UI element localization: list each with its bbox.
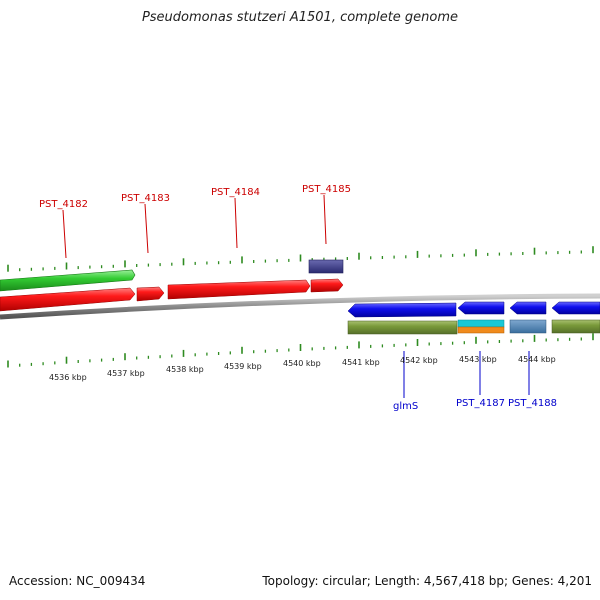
- topology-text: Topology: circular; Length: 4,567,418 bp…: [262, 574, 592, 588]
- cds-arrow-pst-4182[interactable]: [0, 287, 136, 312]
- scale-label: 4539 kbp: [224, 362, 262, 371]
- scale-label: 4538 kbp: [166, 365, 204, 374]
- cds-arrow-pst-4187[interactable]: [457, 301, 505, 315]
- gc-skew-bar: [0, 269, 136, 292]
- feature-bar-orange: [457, 326, 505, 334]
- gene-label-pst-4185[interactable]: PST_4185: [302, 184, 351, 195]
- scale-label: 4540 kbp: [283, 359, 321, 368]
- leader-line: [234, 197, 238, 249]
- reverse-cds-track: [347, 301, 600, 318]
- bottom-gene-labels: glmS PST_4187 PST_4188: [393, 351, 557, 412]
- map-title: Pseudomonas stutzeri A1501, complete gen…: [141, 10, 459, 25]
- cds-arrow-next[interactable]: [551, 301, 600, 315]
- forward-cds-track: [0, 278, 344, 312]
- scale-labels: 4536 kbp 4537 kbp 4538 kbp 4539 kbp 4540…: [49, 355, 556, 382]
- gene-label-pst-4182[interactable]: PST_4182: [39, 199, 88, 210]
- genome-backbone: [0, 293, 600, 320]
- feature-bar: [347, 320, 458, 335]
- feature-bar-steel: [509, 319, 547, 334]
- leader-line: [144, 203, 149, 254]
- feature-bar-cyan: [457, 319, 505, 328]
- accession-text: Accession: NC_009434: [9, 574, 146, 588]
- scale-label: 4543 kbp: [459, 355, 497, 364]
- cds-arrow-pst-4184[interactable]: [167, 279, 311, 300]
- scale-label: 4544 kbp: [518, 355, 556, 364]
- gene-label-pst-4183[interactable]: PST_4183: [121, 193, 170, 204]
- scale-label: 4541 kbp: [342, 358, 380, 367]
- cds-arrow-pst-4188[interactable]: [509, 301, 547, 315]
- gene-label-glms[interactable]: glmS: [393, 401, 418, 412]
- cds-arrow-pst-4183[interactable]: [136, 286, 165, 302]
- bottom-tick-marks: [7, 333, 594, 368]
- cds-arrow-glms[interactable]: [347, 302, 457, 318]
- feature-track: [347, 319, 600, 335]
- leader-line: [323, 194, 327, 245]
- gene-label-pst-4187[interactable]: PST_4187: [456, 398, 505, 409]
- scale-label: 4542 kbp: [400, 356, 438, 365]
- top-tick-marks: [7, 246, 594, 272]
- leader-line: [62, 209, 67, 259]
- top-gene-labels: PST_4182 PST_4183 PST_4184 PST_4185: [39, 184, 351, 259]
- gene-label-pst-4188[interactable]: PST_4188: [508, 398, 557, 409]
- cds-arrow-pst-4185[interactable]: [310, 278, 344, 293]
- feature-bar: [551, 319, 600, 334]
- rna-feature: [308, 259, 344, 274]
- scale-label: 4537 kbp: [107, 369, 145, 378]
- scale-label: 4536 kbp: [49, 373, 87, 382]
- gene-label-pst-4184[interactable]: PST_4184: [211, 187, 260, 198]
